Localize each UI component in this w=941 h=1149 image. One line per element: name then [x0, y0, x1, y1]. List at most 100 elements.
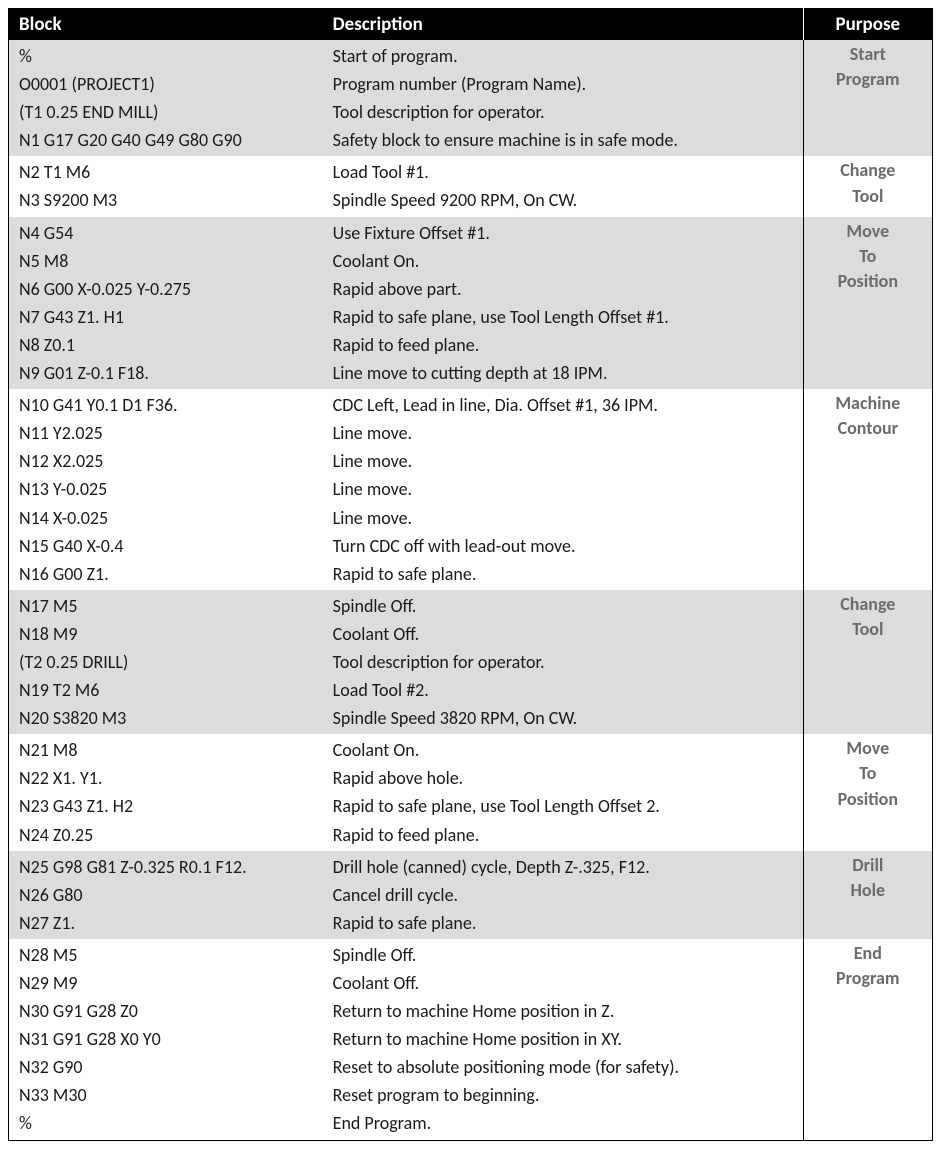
- description-cell: Line move to cutting depth at 18 IPM.: [323, 359, 803, 389]
- description-cell: Tool description for operator.: [323, 648, 803, 676]
- purpose-cell: MoveToPosition: [803, 217, 932, 390]
- description-cell: Rapid to safe plane, use Tool Length Off…: [323, 303, 803, 331]
- description-cell: Rapid above part.: [323, 275, 803, 303]
- description-cell: Program number (Program Name).: [323, 70, 803, 98]
- block-cell: N2 T1 M6: [9, 156, 323, 186]
- description-cell: Line move.: [323, 504, 803, 532]
- table-row: N9 G01 Z-0.1 F18.Line move to cutting de…: [9, 359, 933, 389]
- description-cell: Coolant On.: [323, 734, 803, 764]
- block-cell: N22 X1. Y1.: [9, 764, 323, 792]
- table-row: N12 X2.025Line move.: [9, 447, 933, 475]
- block-cell: N9 G01 Z-0.1 F18.: [9, 359, 323, 389]
- block-cell: N17 M5: [9, 590, 323, 620]
- table-row: (T1 0.25 END MILL)Tool description for o…: [9, 98, 933, 126]
- description-cell: Coolant Off.: [323, 620, 803, 648]
- block-cell: %: [9, 1109, 323, 1140]
- description-cell: Spindle Speed 3820 RPM, On CW.: [323, 704, 803, 734]
- description-cell: Rapid to feed plane.: [323, 331, 803, 359]
- purpose-cell: StartProgram: [803, 40, 932, 156]
- table-row: N7 G43 Z1. H1Rapid to safe plane, use To…: [9, 303, 933, 331]
- table-row: N3 S9200 M3Spindle Speed 9200 RPM, On CW…: [9, 186, 933, 216]
- header-description: Description: [323, 9, 803, 41]
- block-cell: N14 X-0.025: [9, 504, 323, 532]
- table-row: N4 G54Use Fixture Offset #1.MoveToPositi…: [9, 217, 933, 247]
- description-cell: Coolant Off.: [323, 969, 803, 997]
- description-cell: End Program.: [323, 1109, 803, 1140]
- table-row: N18 M9Coolant Off.: [9, 620, 933, 648]
- description-cell: Load Tool #1.: [323, 156, 803, 186]
- description-cell: Turn CDC off with lead-out move.: [323, 532, 803, 560]
- block-cell: N18 M9: [9, 620, 323, 648]
- table-row: N20 S3820 M3Spindle Speed 3820 RPM, On C…: [9, 704, 933, 734]
- table-row: N29 M9Coolant Off.: [9, 969, 933, 997]
- table-row: N30 G91 G28 Z0Return to machine Home pos…: [9, 997, 933, 1025]
- table-row: N21 M8Coolant On.MoveToPosition: [9, 734, 933, 764]
- block-cell: N11 Y2.025: [9, 419, 323, 447]
- block-cell: N29 M9: [9, 969, 323, 997]
- description-cell: Cancel drill cycle.: [323, 881, 803, 909]
- purpose-cell: DrillHole: [803, 851, 932, 939]
- block-cell: N13 Y-0.025: [9, 475, 323, 503]
- header-row: Block Description Purpose: [9, 9, 933, 41]
- block-cell: N28 M5: [9, 939, 323, 969]
- block-cell: N21 M8: [9, 734, 323, 764]
- table-row: %End Program.: [9, 1109, 933, 1140]
- table-row: N24 Z0.25Rapid to feed plane.: [9, 821, 933, 851]
- table-row: N15 G40 X-0.4Turn CDC off with lead-out …: [9, 532, 933, 560]
- table-row: N17 M5Spindle Off.ChangeTool: [9, 590, 933, 620]
- description-cell: Return to machine Home position in XY.: [323, 1025, 803, 1053]
- block-cell: N4 G54: [9, 217, 323, 247]
- description-cell: Rapid to safe plane.: [323, 560, 803, 590]
- description-cell: CDC Left, Lead in line, Dia. Offset #1, …: [323, 389, 803, 419]
- block-cell: (T2 0.25 DRILL): [9, 648, 323, 676]
- description-cell: Tool description for operator.: [323, 98, 803, 126]
- table-row: N23 G43 Z1. H2Rapid to safe plane, use T…: [9, 792, 933, 820]
- table-row: N2 T1 M6Load Tool #1.ChangeTool: [9, 156, 933, 186]
- description-cell: Reset program to beginning.: [323, 1081, 803, 1109]
- table-row: N14 X-0.025Line move.: [9, 504, 933, 532]
- description-cell: Return to machine Home position in Z.: [323, 997, 803, 1025]
- description-cell: Coolant On.: [323, 247, 803, 275]
- description-cell: Spindle Off.: [323, 939, 803, 969]
- block-cell: N7 G43 Z1. H1: [9, 303, 323, 331]
- block-cell: (T1 0.25 END MILL): [9, 98, 323, 126]
- description-cell: Rapid to safe plane, use Tool Length Off…: [323, 792, 803, 820]
- table-row: N25 G98 G81 Z-0.325 R0.1 F12.Drill hole …: [9, 851, 933, 881]
- table-row: N11 Y2.025Line move.: [9, 419, 933, 447]
- description-cell: Start of program.: [323, 40, 803, 70]
- table-row: N6 G00 X-0.025 Y-0.275Rapid above part.: [9, 275, 933, 303]
- purpose-cell: MoveToPosition: [803, 734, 932, 850]
- table-row: N26 G80Cancel drill cycle.: [9, 881, 933, 909]
- table-row: O0001 (PROJECT1)Program number (Program …: [9, 70, 933, 98]
- block-cell: N25 G98 G81 Z-0.325 R0.1 F12.: [9, 851, 323, 881]
- block-cell: N15 G40 X-0.4: [9, 532, 323, 560]
- purpose-cell: MachineContour: [803, 389, 932, 590]
- description-cell: Rapid to feed plane.: [323, 821, 803, 851]
- purpose-cell: EndProgram: [803, 939, 932, 1140]
- block-cell: N6 G00 X-0.025 Y-0.275: [9, 275, 323, 303]
- header-block: Block: [9, 9, 323, 41]
- table-row: N31 G91 G28 X0 Y0Return to machine Home …: [9, 1025, 933, 1053]
- block-cell: N19 T2 M6: [9, 676, 323, 704]
- table-row: (T2 0.25 DRILL)Tool description for oper…: [9, 648, 933, 676]
- block-cell: N32 G90: [9, 1053, 323, 1081]
- block-cell: O0001 (PROJECT1): [9, 70, 323, 98]
- block-cell: N23 G43 Z1. H2: [9, 792, 323, 820]
- block-cell: N16 G00 Z1.: [9, 560, 323, 590]
- block-cell: %: [9, 40, 323, 70]
- gcode-program-table: Block Description Purpose %Start of prog…: [8, 8, 933, 1141]
- block-cell: N20 S3820 M3: [9, 704, 323, 734]
- table-row: N27 Z1.Rapid to safe plane.: [9, 909, 933, 939]
- block-cell: N8 Z0.1: [9, 331, 323, 359]
- description-cell: Reset to absolute positioning mode (for …: [323, 1053, 803, 1081]
- block-cell: N27 Z1.: [9, 909, 323, 939]
- table-row: N5 M8Coolant On.: [9, 247, 933, 275]
- description-cell: Rapid to safe plane.: [323, 909, 803, 939]
- table-row: %Start of program.StartProgram: [9, 40, 933, 70]
- block-cell: N3 S9200 M3: [9, 186, 323, 216]
- table-row: N13 Y-0.025Line move.: [9, 475, 933, 503]
- table-row: N8 Z0.1Rapid to feed plane.: [9, 331, 933, 359]
- description-cell: Rapid above hole.: [323, 764, 803, 792]
- block-cell: N12 X2.025: [9, 447, 323, 475]
- description-cell: Spindle Speed 9200 RPM, On CW.: [323, 186, 803, 216]
